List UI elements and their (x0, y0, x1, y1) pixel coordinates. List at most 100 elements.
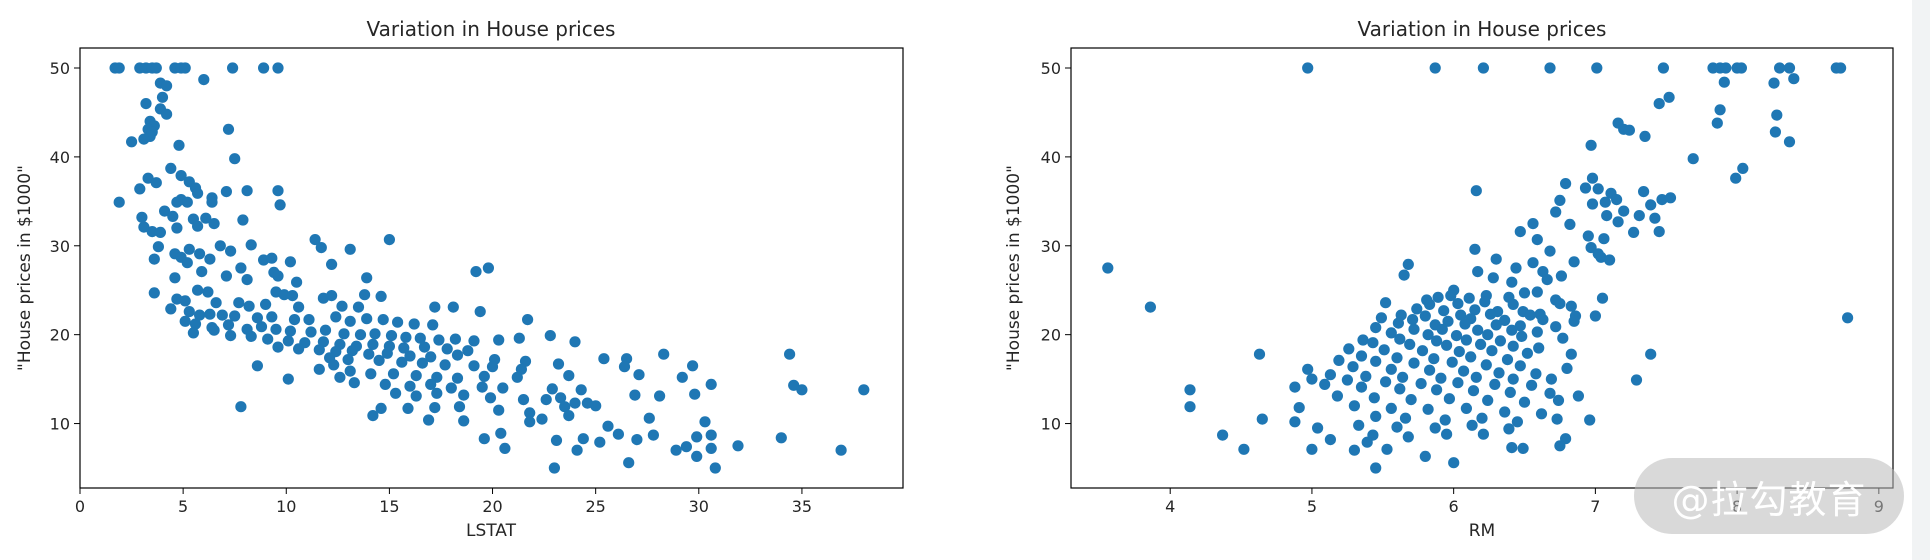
scatter-point (305, 326, 317, 338)
scatter-point (1783, 136, 1796, 148)
scatter-point (1466, 419, 1478, 431)
scatter-point (1653, 98, 1665, 110)
scatter-point (373, 354, 385, 366)
scatter-point (200, 212, 212, 224)
y-tick-label: 20 (1041, 326, 1061, 345)
scatter-point (266, 311, 278, 323)
scatter-point (1499, 314, 1511, 326)
scatter-point (1422, 329, 1434, 341)
scatter-point (1341, 374, 1353, 386)
scatter-point (1649, 212, 1661, 224)
vertical-scrollbar[interactable] (1912, 0, 1930, 560)
scatter-point (1552, 394, 1565, 406)
scatter-point (400, 331, 412, 343)
scatter-point (699, 416, 711, 428)
scatter-point (282, 373, 294, 385)
scatter-point (1561, 362, 1573, 374)
scatter-point (1431, 384, 1443, 396)
scatter-point (1348, 444, 1360, 456)
y-axis-label: "House prices in $1000" (1004, 165, 1024, 371)
scatter-marks (1102, 62, 1854, 474)
scatter-point (1184, 401, 1196, 413)
scatter-point (284, 256, 296, 268)
scatter-point (796, 384, 808, 396)
scatter-point (1586, 172, 1599, 184)
scatter-point (220, 270, 232, 282)
scatter-point (1507, 373, 1519, 385)
scatter-point (1253, 348, 1266, 360)
scatter-point (1687, 153, 1699, 165)
scatter-point (1554, 298, 1566, 310)
scatter-point (245, 239, 257, 251)
scatter-point (214, 240, 226, 252)
scatter-point (365, 368, 377, 380)
scatter-point (336, 300, 348, 312)
scatter-point (288, 314, 301, 326)
scatter-point (1385, 363, 1397, 375)
scatter-point (208, 218, 220, 230)
x-tick-label: 6 (1449, 497, 1459, 516)
scatter-point (623, 457, 635, 469)
scatter-point (1404, 338, 1416, 350)
scatter-point (342, 354, 354, 366)
scatter-point (1331, 390, 1343, 402)
scatter-point (1324, 434, 1336, 446)
scatter-point (1415, 378, 1427, 390)
x-tick-label: 0 (75, 497, 85, 516)
y-axis-ticks: 10 20 30 40 50 (1041, 59, 1071, 434)
scatter-point (1484, 308, 1497, 320)
scatter-point (198, 74, 210, 86)
scatter-point (367, 338, 379, 350)
x-tick-label: 4 (1165, 497, 1175, 516)
scatter-point (227, 62, 239, 74)
scatter-point (1595, 251, 1607, 263)
scatter-point (338, 328, 350, 340)
scatter-point (1612, 216, 1624, 228)
scatter-point (222, 319, 235, 331)
scatter-point (1477, 62, 1489, 74)
scatter-point (1599, 196, 1611, 208)
scatter-point (1367, 337, 1379, 349)
scatter-point (293, 343, 305, 355)
scatter-point (179, 295, 191, 307)
scatter-point (284, 325, 296, 337)
scatter-point (1788, 73, 1800, 85)
scatter-point (1774, 62, 1786, 74)
scatter-point (1380, 297, 1392, 309)
x-tick-label: 30 (689, 497, 709, 516)
scatter-point (237, 214, 249, 226)
scatter-point (1554, 440, 1566, 452)
scatter-point (156, 91, 169, 103)
scatter-point (1424, 298, 1436, 310)
scatter-point (1319, 378, 1331, 390)
scatter-point (536, 413, 548, 425)
scatter-point (1591, 62, 1603, 74)
scatter-point (291, 276, 303, 288)
scatter-point (369, 328, 381, 340)
scatter-point (328, 359, 340, 371)
scatter-point (1531, 326, 1543, 338)
scatter-point (1463, 292, 1475, 304)
scatter-point (1533, 342, 1545, 354)
scatter-point (835, 444, 847, 456)
scatter-point (431, 387, 443, 399)
scatter-point (1586, 198, 1599, 210)
scatter-point (1579, 182, 1592, 194)
scatter-point (1544, 387, 1556, 399)
scatter-point (1730, 172, 1742, 184)
scatter-point (1419, 310, 1431, 322)
scatter-point (1347, 361, 1359, 373)
scatter-point (171, 222, 183, 234)
scatter-point (1469, 304, 1481, 316)
scatter-point (433, 334, 445, 346)
scatter-point (189, 318, 202, 330)
scatter-point (451, 372, 464, 384)
scatter-point (1565, 348, 1577, 360)
scatter-point (691, 450, 703, 462)
scatter-point (175, 170, 187, 182)
scatter-point (1453, 346, 1465, 358)
scatter-point (150, 177, 162, 189)
scatter-point (1835, 62, 1847, 74)
watermark-text: @拉勾教育 (1671, 477, 1867, 522)
